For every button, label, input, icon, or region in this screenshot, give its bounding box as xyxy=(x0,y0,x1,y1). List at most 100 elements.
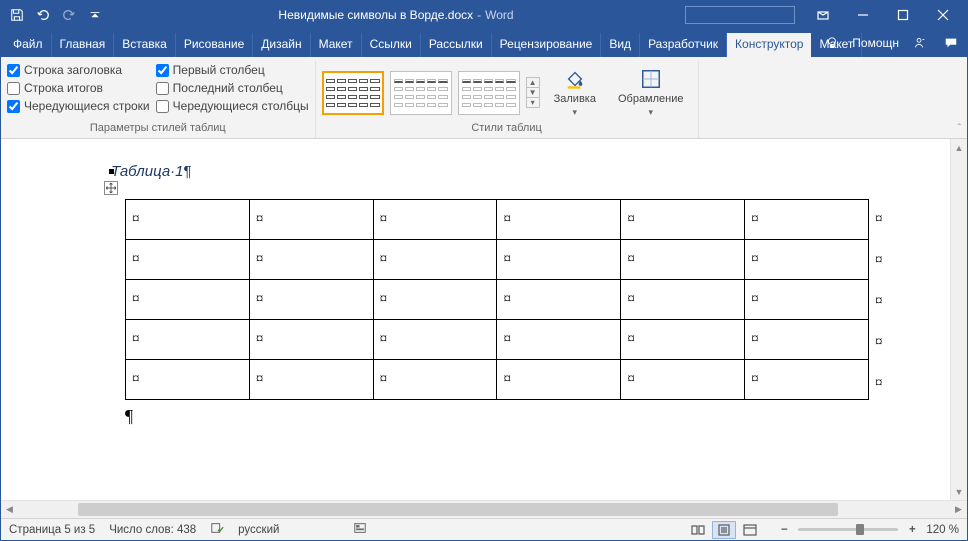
table-cell[interactable]: ¤ xyxy=(249,360,373,400)
chk-total-row[interactable]: Строка итогов xyxy=(7,81,150,95)
qat-customize-button[interactable] xyxy=(83,3,107,27)
view-web-layout[interactable] xyxy=(738,521,762,539)
table-cell[interactable]: ¤ xyxy=(497,240,621,280)
share-button[interactable] xyxy=(907,31,931,55)
zoom-in-button[interactable]: + xyxy=(904,522,920,538)
table-move-handle[interactable] xyxy=(104,181,118,195)
table-cell[interactable]: ¤ xyxy=(249,320,373,360)
table-cell[interactable]: ¤ xyxy=(373,320,497,360)
document-area[interactable]: Таблица·1¶ ¤¤¤¤¤¤¤¤¤¤¤¤¤¤¤¤¤¤¤¤¤¤¤¤¤¤¤¤¤… xyxy=(1,139,950,500)
table-cell[interactable]: ¤ xyxy=(126,200,250,240)
table-cell[interactable]: ¤ xyxy=(249,280,373,320)
minimize-button[interactable] xyxy=(843,1,883,29)
horizontal-scrollbar[interactable]: ◀ ▶ xyxy=(1,500,967,518)
style-gallery-spinner[interactable]: ▲ ▼ ▾ xyxy=(526,77,540,108)
table-cell[interactable]: ¤ xyxy=(745,200,869,240)
table-styles-gallery[interactable]: ▲ ▼ ▾ Заливка ▾ Обрамление ▾ xyxy=(322,61,692,120)
collapse-ribbon-button[interactable]: ˆ xyxy=(958,123,961,134)
table-row[interactable]: ¤¤¤¤¤¤ xyxy=(126,240,869,280)
view-read-mode[interactable] xyxy=(686,521,710,539)
vscroll-track[interactable] xyxy=(951,156,967,483)
tab-review[interactable]: Рецензирование xyxy=(492,33,602,57)
tab-insert[interactable]: Вставка xyxy=(114,33,176,57)
table-cell[interactable]: ¤ xyxy=(373,200,497,240)
hscroll-track[interactable] xyxy=(18,501,950,518)
tab-home[interactable]: Главная xyxy=(52,33,115,57)
table-cell[interactable]: ¤ xyxy=(126,320,250,360)
style-scroll-down[interactable]: ▼ xyxy=(527,88,539,98)
tell-me-label[interactable]: Помощн xyxy=(852,36,899,50)
vertical-scrollbar[interactable]: ▲ ▼ xyxy=(950,139,967,500)
help-lightbulb-icon[interactable] xyxy=(820,31,844,55)
sign-in-placeholder[interactable] xyxy=(685,6,795,24)
hscroll-thumb[interactable] xyxy=(78,503,838,516)
table-cell[interactable]: ¤ xyxy=(621,280,745,320)
chk-banded-cols[interactable]: Чередующиеся столбцы xyxy=(156,99,309,113)
table-style-1[interactable] xyxy=(322,71,384,115)
tab-table-design[interactable]: Конструктор xyxy=(727,33,811,57)
table-row[interactable]: ¤¤¤¤¤¤ xyxy=(126,360,869,400)
zoom-out-button[interactable]: − xyxy=(776,522,792,538)
table-cell[interactable]: ¤ xyxy=(497,280,621,320)
document-table[interactable]: ¤¤¤¤¤¤¤¤¤¤¤¤¤¤¤¤¤¤¤¤¤¤¤¤¤¤¤¤¤¤ xyxy=(125,199,869,400)
shading-button[interactable]: Заливка ▾ xyxy=(546,65,604,120)
view-print-layout[interactable] xyxy=(712,521,736,539)
table-cell[interactable]: ¤ xyxy=(621,360,745,400)
chk-last-col[interactable]: Последний столбец xyxy=(156,81,309,95)
undo-button[interactable] xyxy=(31,3,55,27)
table-cell[interactable]: ¤ xyxy=(249,240,373,280)
chk-banded-rows[interactable]: Чередующиеся строки xyxy=(7,99,150,113)
macro-record-icon[interactable] xyxy=(353,521,367,538)
table-cell[interactable]: ¤ xyxy=(126,240,250,280)
table-cell[interactable]: ¤ xyxy=(126,280,250,320)
tab-mailings[interactable]: Рассылки xyxy=(421,33,492,57)
table-style-2[interactable] xyxy=(390,71,452,115)
scroll-right-button[interactable]: ▶ xyxy=(950,501,967,518)
table-cell[interactable]: ¤ xyxy=(497,360,621,400)
tab-developer[interactable]: Разработчик xyxy=(640,33,727,57)
zoom-slider[interactable] xyxy=(798,528,898,531)
comments-button[interactable] xyxy=(939,31,963,55)
paragraph-mark[interactable]: ¶ xyxy=(125,406,938,427)
zoom-percent[interactable]: 120 % xyxy=(926,524,959,536)
tab-view[interactable]: Вид xyxy=(601,33,640,57)
table-cell[interactable]: ¤ xyxy=(621,200,745,240)
table-row[interactable]: ¤¤¤¤¤¤ xyxy=(126,280,869,320)
scroll-left-button[interactable]: ◀ xyxy=(1,501,18,518)
table-cell[interactable]: ¤ xyxy=(497,200,621,240)
scroll-up-button[interactable]: ▲ xyxy=(951,139,967,156)
tab-layout[interactable]: Макет xyxy=(311,33,362,57)
tab-design[interactable]: Дизайн xyxy=(253,33,310,57)
table-style-3[interactable] xyxy=(458,71,520,115)
close-button[interactable] xyxy=(923,1,963,29)
scroll-down-button[interactable]: ▼ xyxy=(951,483,967,500)
spellcheck-icon[interactable] xyxy=(210,521,224,538)
chk-first-col[interactable]: Первый столбец xyxy=(156,63,309,77)
table-caption[interactable]: Таблица·1¶ xyxy=(111,163,938,181)
chk-header-row[interactable]: Строка заголовка xyxy=(7,63,150,77)
table-cell[interactable]: ¤ xyxy=(373,240,497,280)
table-cell[interactable]: ¤ xyxy=(745,360,869,400)
maximize-button[interactable] xyxy=(883,1,923,29)
status-word-count[interactable]: Число слов: 438 xyxy=(109,524,196,536)
table-cell[interactable]: ¤ xyxy=(373,280,497,320)
redo-button[interactable] xyxy=(57,3,81,27)
tab-draw[interactable]: Рисование xyxy=(176,33,253,57)
table-cell[interactable]: ¤ xyxy=(745,280,869,320)
ribbon-display-options-button[interactable] xyxy=(803,1,843,29)
table-cell[interactable]: ¤ xyxy=(373,360,497,400)
table-cell[interactable]: ¤ xyxy=(249,200,373,240)
zoom-thumb[interactable] xyxy=(856,524,864,535)
table-row[interactable]: ¤¤¤¤¤¤ xyxy=(126,200,869,240)
style-more[interactable]: ▾ xyxy=(527,98,539,107)
borders-button[interactable]: Обрамление ▾ xyxy=(610,65,692,120)
table-cell[interactable]: ¤ xyxy=(745,240,869,280)
table-cell[interactable]: ¤ xyxy=(621,240,745,280)
table-cell[interactable]: ¤ xyxy=(621,320,745,360)
status-page[interactable]: Страница 5 из 5 xyxy=(9,524,95,536)
save-button[interactable] xyxy=(5,3,29,27)
tab-file[interactable]: Файл xyxy=(5,33,52,57)
table-cell[interactable]: ¤ xyxy=(497,320,621,360)
style-scroll-up[interactable]: ▲ xyxy=(527,78,539,88)
table-row[interactable]: ¤¤¤¤¤¤ xyxy=(126,320,869,360)
